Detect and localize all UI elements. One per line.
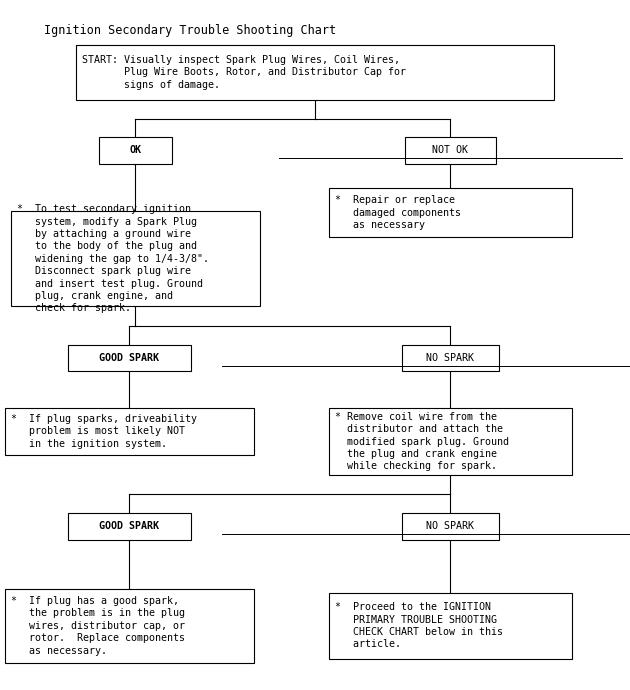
FancyBboxPatch shape bbox=[100, 137, 171, 164]
Text: *  Repair or replace
   damaged components
   as necessary: * Repair or replace damaged components a… bbox=[335, 195, 461, 230]
FancyBboxPatch shape bbox=[11, 211, 260, 306]
Text: GOOD SPARK: GOOD SPARK bbox=[99, 353, 159, 363]
FancyBboxPatch shape bbox=[4, 589, 253, 663]
Text: OK: OK bbox=[129, 146, 142, 155]
Text: *  If plug has a good spark,
   the problem is in the plug
   wires, distributor: * If plug has a good spark, the problem … bbox=[11, 596, 185, 656]
FancyBboxPatch shape bbox=[76, 45, 554, 100]
Text: * Remove coil wire from the
  distributor and attach the
  modified spark plug. : * Remove coil wire from the distributor … bbox=[335, 412, 510, 471]
FancyBboxPatch shape bbox=[329, 593, 572, 659]
FancyBboxPatch shape bbox=[402, 513, 499, 540]
FancyBboxPatch shape bbox=[4, 408, 253, 455]
Text: Ignition Secondary Trouble Shooting Chart: Ignition Secondary Trouble Shooting Char… bbox=[44, 24, 336, 37]
FancyBboxPatch shape bbox=[329, 188, 572, 237]
FancyBboxPatch shape bbox=[402, 345, 499, 371]
FancyBboxPatch shape bbox=[329, 408, 572, 475]
FancyBboxPatch shape bbox=[67, 345, 190, 371]
Text: NO SPARK: NO SPARK bbox=[427, 522, 474, 531]
Text: GOOD SPARK: GOOD SPARK bbox=[99, 522, 159, 531]
Text: START: Visually inspect Spark Plug Wires, Coil Wires,
       Plug Wire Boots, Ro: START: Visually inspect Spark Plug Wires… bbox=[82, 55, 406, 90]
FancyBboxPatch shape bbox=[404, 137, 496, 164]
Text: *  Proceed to the IGNITION
   PRIMARY TROUBLE SHOOTING
   CHECK CHART below in t: * Proceed to the IGNITION PRIMARY TROUBL… bbox=[335, 602, 503, 649]
Text: *  To test secondary ignition
   system, modify a Spark Plug
   by attaching a g: * To test secondary ignition system, mod… bbox=[17, 204, 209, 313]
Text: NO SPARK: NO SPARK bbox=[427, 353, 474, 363]
Text: NOT OK: NOT OK bbox=[432, 146, 469, 155]
Text: *  If plug sparks, driveability
   problem is most likely NOT
   in the ignition: * If plug sparks, driveability problem i… bbox=[11, 414, 197, 448]
FancyBboxPatch shape bbox=[67, 513, 190, 540]
